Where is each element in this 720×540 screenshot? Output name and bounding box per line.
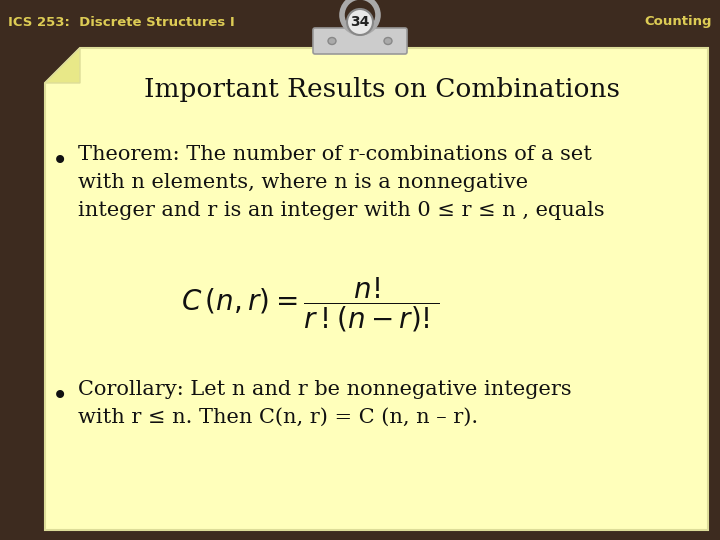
Text: with n elements, where n is a nonnegative: with n elements, where n is a nonnegativ…	[78, 173, 528, 192]
Circle shape	[347, 9, 373, 35]
Text: Important Results on Combinations: Important Results on Combinations	[144, 78, 620, 103]
Polygon shape	[45, 48, 80, 83]
Ellipse shape	[384, 37, 392, 44]
Text: ICS 253:  Discrete Structures I: ICS 253: Discrete Structures I	[8, 16, 235, 29]
Text: Theorem: The number of r-combinations of a set: Theorem: The number of r-combinations of…	[78, 145, 592, 164]
Polygon shape	[45, 48, 708, 530]
Text: $C\,(n,r) = \dfrac{n!}{r\,!(n-r)!}$: $C\,(n,r) = \dfrac{n!}{r\,!(n-r)!}$	[181, 275, 439, 334]
Text: Corollary: Let n and r be nonnegative integers: Corollary: Let n and r be nonnegative in…	[78, 380, 572, 399]
Text: 34: 34	[351, 15, 369, 29]
Text: •: •	[52, 147, 68, 175]
FancyBboxPatch shape	[313, 28, 407, 54]
Text: Counting: Counting	[644, 16, 712, 29]
Text: •: •	[52, 382, 68, 410]
Ellipse shape	[328, 37, 336, 44]
Text: with r ≤ n. Then C(n, r) = C (n, n – r).: with r ≤ n. Then C(n, r) = C (n, n – r).	[78, 408, 478, 427]
Text: integer and r is an integer with 0 ≤ r ≤ n , equals: integer and r is an integer with 0 ≤ r ≤…	[78, 201, 605, 220]
Ellipse shape	[348, 3, 372, 26]
